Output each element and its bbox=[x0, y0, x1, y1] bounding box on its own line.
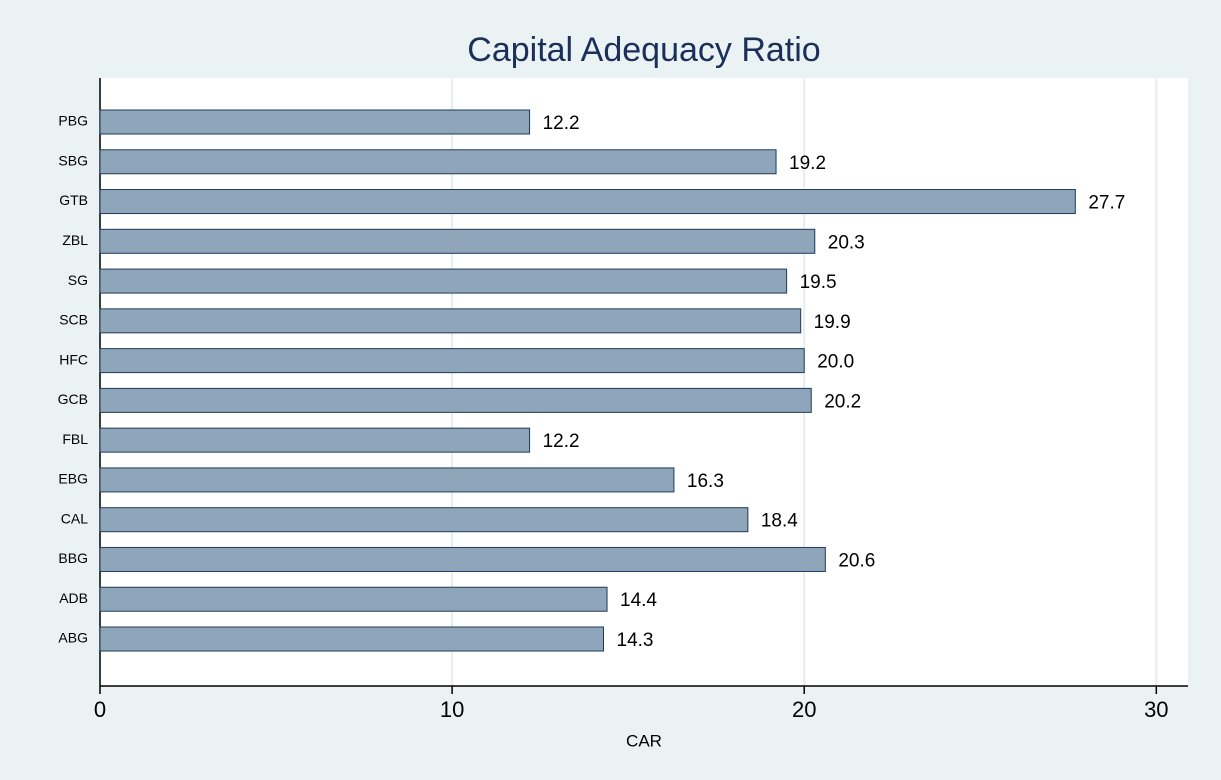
value-label: 19.2 bbox=[789, 153, 826, 174]
y-tick-label: FBL bbox=[62, 431, 88, 447]
y-tick-label: GCB bbox=[58, 391, 88, 407]
y-tick-label: EBG bbox=[58, 471, 88, 487]
bar bbox=[99, 348, 805, 374]
value-label: 20.2 bbox=[824, 391, 861, 412]
bar bbox=[99, 109, 531, 135]
y-tick-label: SBG bbox=[58, 152, 88, 168]
value-label: 19.9 bbox=[814, 312, 851, 333]
bar bbox=[99, 308, 802, 334]
y-tick-label: SCB bbox=[59, 312, 88, 328]
y-tick-label: HFC bbox=[59, 351, 88, 367]
value-label: 12.2 bbox=[543, 113, 580, 134]
x-tick-label: 20 bbox=[792, 697, 816, 722]
value-label: 20.6 bbox=[838, 550, 875, 571]
bar bbox=[99, 507, 749, 533]
x-tick-label: 30 bbox=[1144, 697, 1168, 722]
y-tick-label: ABG bbox=[58, 630, 88, 646]
chart-title: Capital Adequacy Ratio bbox=[467, 31, 820, 69]
bar bbox=[99, 427, 531, 453]
x-axis-label: CAR bbox=[626, 731, 662, 750]
plot-area bbox=[100, 78, 1188, 686]
value-label: 14.3 bbox=[617, 630, 654, 651]
value-label: 27.7 bbox=[1088, 193, 1125, 214]
value-label: 14.4 bbox=[620, 590, 657, 611]
y-tick-label: BBG bbox=[58, 550, 88, 566]
x-tick-label: 0 bbox=[94, 697, 106, 722]
bar bbox=[99, 189, 1076, 215]
bar bbox=[99, 149, 777, 175]
value-label: 16.3 bbox=[687, 471, 724, 492]
value-label: 20.3 bbox=[828, 232, 865, 253]
y-tick-label: GTB bbox=[59, 192, 88, 208]
bar bbox=[99, 546, 826, 572]
value-label: 12.2 bbox=[543, 431, 580, 452]
bar bbox=[99, 586, 608, 612]
bar bbox=[99, 228, 816, 254]
bar bbox=[99, 626, 605, 652]
x-tick-label: 10 bbox=[440, 697, 464, 722]
y-tick-label: PBG bbox=[58, 113, 88, 129]
bar bbox=[99, 467, 675, 493]
bar bbox=[99, 387, 812, 413]
value-label: 19.5 bbox=[800, 272, 837, 293]
value-label: 18.4 bbox=[761, 511, 798, 532]
value-label: 20.0 bbox=[817, 352, 854, 373]
bar bbox=[99, 268, 788, 294]
y-tick-label: ADB bbox=[59, 590, 88, 606]
y-tick-label: ZBL bbox=[62, 232, 88, 248]
y-tick-label: SG bbox=[68, 272, 88, 288]
y-tick-label: CAL bbox=[61, 510, 88, 526]
